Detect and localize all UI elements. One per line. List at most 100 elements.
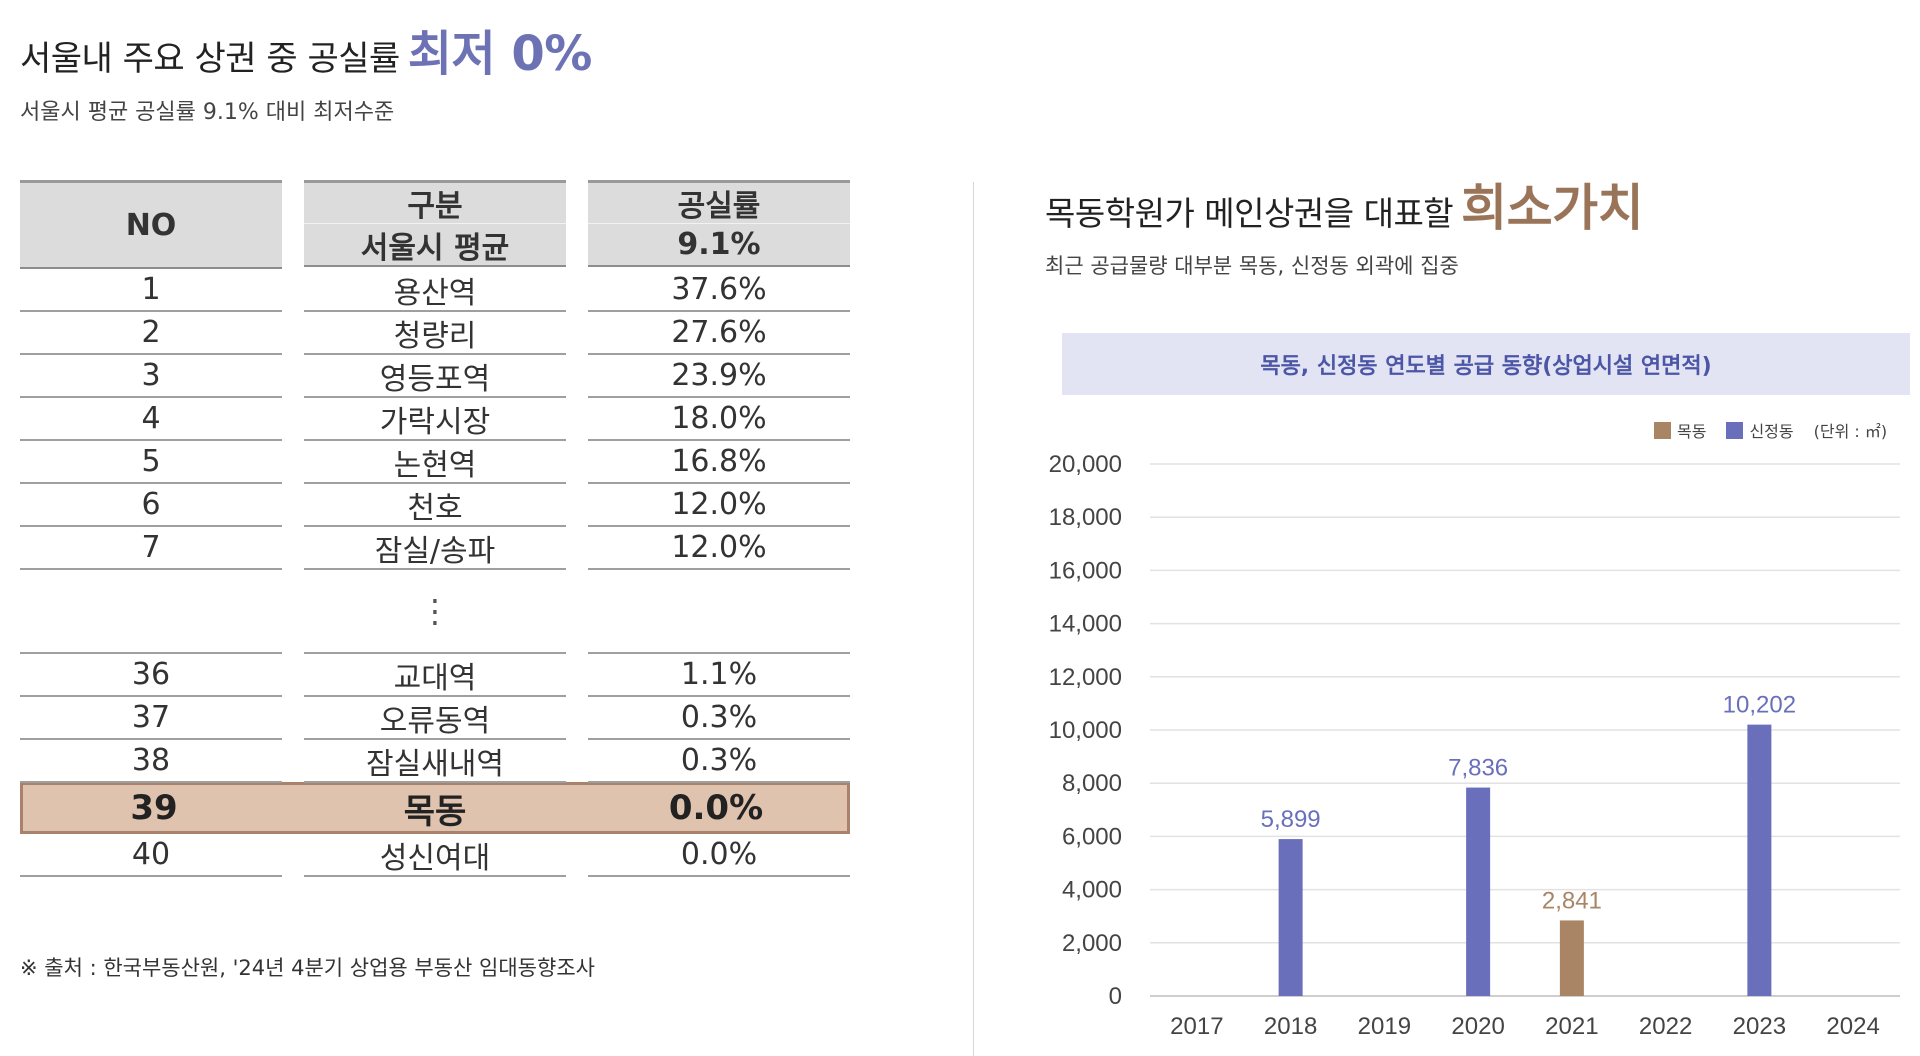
x-tick-label: 2019 [1358,1013,1411,1040]
cell-rate: 0.3% [588,740,850,783]
y-axis-ticks: 0 2,000 4,000 6,000 8,000 10,000 12,000 14,000 1… [1049,451,1122,1010]
cell-name: 오류동역 [304,697,566,740]
cell-no: 39 [130,788,178,828]
y-tick-label: 0 [1109,983,1122,1010]
cell-name: 교대역 [304,654,566,697]
cell-rate: 0.0% [588,834,850,877]
cell-no: 6 [20,484,282,527]
legend-item-mokdong: 목동 [1654,418,1706,442]
left-title-highlight: 최저 0% [407,26,593,82]
bar-2023-sinjeong [1747,724,1772,996]
table-rows-bottom: 36 교대역 1.1% 37 오류동역 0.3% 38 잠실새내역 0.3% [20,654,850,783]
header-category: 구분 [304,180,566,224]
table-rows-top: 1 용산역 37.6% 2 청량리 27.6% 3 영등포역 23.9% 4 가락시장 18.0% 5 논… [20,269,850,570]
cell-rate: 0.0% [668,788,764,828]
right-title-highlight: 희소가치 [1461,179,1644,237]
data-label: 7,836 [1448,755,1508,782]
source-note: ※ 출처 : 한국부동산원, '24년 4분기 상업용 부동산 임대동향조사 [20,956,595,980]
chart-title-banner: 목동, 신정동 연도별 공급 동향(상업시설 연면적) [1062,333,1910,395]
y-tick-label: 16,000 [1049,557,1122,584]
table-row: 2 청량리 27.6% [20,312,850,355]
table-row: 36 교대역 1.1% [20,654,850,697]
right-title-text: 목동학원가 메인상권을 대표할 [1045,194,1454,233]
cell-no: 4 [20,398,282,441]
table-row: 1 용산역 37.6% [20,269,850,312]
table-row: 3 영등포역 23.9% [20,355,850,398]
y-tick-label: 20,000 [1049,451,1122,478]
bar-2018-sinjeong [1278,839,1303,996]
data-label: 5,899 [1261,806,1321,833]
y-tick-label: 2,000 [1062,930,1122,957]
cell-rate: 12.0% [588,484,850,527]
right-title: 목동학원가 메인상권을 대표할 희소가치 [1045,168,1644,240]
header-average-name: 서울시 평균 [304,224,566,267]
ellipsis-row: ⋮ [20,570,850,654]
y-tick-label: 18,000 [1049,504,1122,531]
cell-rate: 23.9% [588,355,850,398]
table-row: 37 오류동역 0.3% [20,697,850,740]
highlight-row-mokdong: 39 목동 0.0% [20,782,850,834]
legend-item-sinjeong: 신정동 [1726,418,1794,442]
table-row: 5 논현역 16.8% [20,441,850,484]
cell-no: 7 [20,527,282,570]
cell-no: 38 [20,740,282,783]
right-header: 목동학원가 메인상권을 대표할 희소가치 최근 공급물량 대부분 목동, 신정동 … [1045,168,1644,280]
data-label: 10,202 [1723,692,1796,719]
x-tick-label: 2021 [1545,1013,1598,1040]
table-row: 4 가락시장 18.0% [20,398,850,441]
chart-bars [1278,724,1772,996]
cell-name: 잠실새내역 [304,740,566,783]
chart-legend: 목동 신정동 (단위 : ㎡) [1654,418,1887,442]
y-tick-label: 4,000 [1062,877,1122,904]
ellipsis-cell-rate [588,570,850,654]
right-subtitle: 최근 공급물량 대부분 목동, 신정동 외곽에 집중 [1045,254,1459,278]
cell-rate: 1.1% [588,654,850,697]
table-row: 38 잠실새내역 0.3% [20,740,850,783]
legend-label-mokdong: 목동 [1677,422,1707,441]
left-title: 서울내 주요 상권 중 공실률 최저 0% [20,14,920,84]
ellipsis-cell-no [20,570,282,654]
header-rate-stack: 공실률 9.1% [588,180,850,269]
table-row: 6 천호 12.0% [20,484,850,527]
cell-rate: 18.0% [588,398,850,441]
left-subtitle: 서울시 평균 공실률 9.1% 대비 최저수준 [20,100,395,125]
legend-label-sinjeong: 신정동 [1749,422,1794,441]
legend-swatch-mokdong [1654,421,1671,439]
x-tick-label: 2022 [1639,1013,1692,1040]
x-tick-label: 2017 [1170,1013,1223,1040]
left-title-text: 서울내 주요 상권 중 공실률 [20,39,400,79]
cell-name: 천호 [304,484,566,527]
x-tick-label: 2020 [1451,1013,1504,1040]
header-average-rate: 9.1% [588,224,850,267]
legend-swatch-sinjeong [1726,421,1744,439]
cell-name: 청량리 [304,312,566,355]
cell-no: 40 [20,834,282,877]
cell-rate: 0.3% [588,697,850,740]
legend-unit: (단위 : ㎡) [1813,422,1888,441]
data-label: 2,841 [1542,887,1602,914]
cell-no: 1 [20,269,282,312]
cell-no: 3 [20,355,282,398]
cell-rate: 12.0% [588,527,850,570]
bar-2020-sinjeong [1466,787,1491,996]
bar-2021-mokdong [1559,920,1584,996]
cell-no: 5 [20,441,282,484]
cell-rate: 16.8% [588,441,850,484]
cell-no: 2 [20,312,282,355]
y-tick-label: 14,000 [1049,611,1122,638]
ellipsis-cell: ⋮ [304,570,566,654]
cell-name: 성신여대 [304,834,566,877]
y-tick-label: 12,000 [1049,664,1122,691]
chart-gridlines [1150,463,1900,997]
y-tick-label: 6,000 [1062,823,1122,850]
cell-rate: 37.6% [588,269,850,312]
section-divider [973,182,974,1056]
x-axis-ticks: 2017 2018 2019 2020 2021 2022 2023 2024 [1170,1013,1880,1040]
supply-bar-chart: 0 2,000 4,000 6,000 8,000 10,000 12,000 14,000 1… [1049,451,1900,1040]
header-no: NO [20,180,282,269]
cell-rate: 27.6% [588,312,850,355]
vacancy-table: NO 구분 서울시 평균 공실률 9.1% 1 용산역 37.6% 2 청량리 27.6%… [20,180,850,877]
cell-name: 용산역 [304,269,566,312]
x-tick-label: 2024 [1826,1013,1879,1040]
left-header: 서울내 주요 상권 중 공실률 최저 0% 서울시 평균 공실률 9.1% 대비 … [20,14,920,126]
